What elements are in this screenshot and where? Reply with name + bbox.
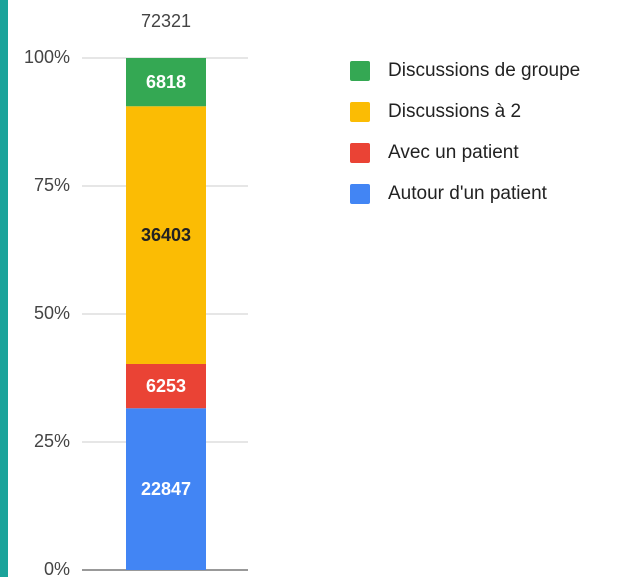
bar-segment — [126, 106, 206, 364]
y-tick-label: 75% — [34, 175, 70, 195]
legend-swatch — [350, 143, 370, 163]
total-label: 72321 — [141, 11, 191, 31]
legend-label: Avec un patient — [388, 142, 519, 163]
y-tick-label: 25% — [34, 431, 70, 451]
legend-swatch — [350, 102, 370, 122]
data-label: 36403 — [141, 225, 191, 245]
legend-label: Autour d'un patient — [388, 183, 548, 204]
legend-label: Discussions à 2 — [388, 101, 521, 122]
data-label: 6818 — [146, 72, 186, 92]
y-tick-label: 50% — [34, 303, 70, 323]
y-tick-label: 100% — [24, 47, 70, 67]
bar-segment — [126, 58, 206, 107]
data-label: 6253 — [146, 376, 186, 396]
data-label: 22847 — [141, 479, 191, 499]
legend-swatch — [350, 61, 370, 81]
legend-label: Discussions de groupe — [388, 60, 580, 81]
legend-swatch — [350, 184, 370, 204]
bar-segment — [126, 408, 206, 570]
bar-segment — [126, 363, 206, 409]
side-border — [0, 0, 8, 577]
y-tick-label: 0% — [44, 559, 70, 577]
